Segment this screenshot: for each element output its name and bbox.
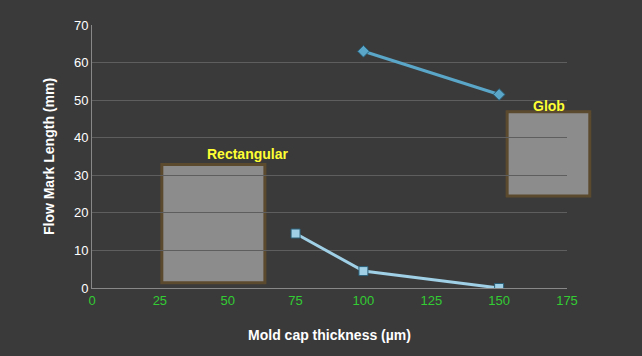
svg-text:50: 50 <box>74 93 88 108</box>
svg-text:40: 40 <box>74 130 88 145</box>
svg-text:Mold cap thickness (µm): Mold cap thickness (µm) <box>248 327 411 343</box>
svg-text:20: 20 <box>74 205 88 220</box>
svg-text:60: 60 <box>74 55 88 70</box>
svg-text:0: 0 <box>88 293 95 308</box>
svg-text:Glob: Glob <box>533 98 565 114</box>
svg-text:0: 0 <box>81 281 88 296</box>
svg-text:175: 175 <box>556 293 578 308</box>
svg-text:30: 30 <box>74 168 88 183</box>
svg-text:125: 125 <box>420 293 442 308</box>
svg-text:50: 50 <box>220 293 234 308</box>
svg-text:150: 150 <box>488 293 510 308</box>
svg-text:25: 25 <box>153 293 167 308</box>
svg-text:Flow Mark Length (mm): Flow Mark Length (mm) <box>41 78 57 235</box>
svg-text:Rectangular: Rectangular <box>207 146 288 162</box>
svg-text:70: 70 <box>74 18 88 33</box>
svg-text:100: 100 <box>353 293 375 308</box>
svg-text:10: 10 <box>74 243 88 258</box>
svg-text:75: 75 <box>288 293 302 308</box>
